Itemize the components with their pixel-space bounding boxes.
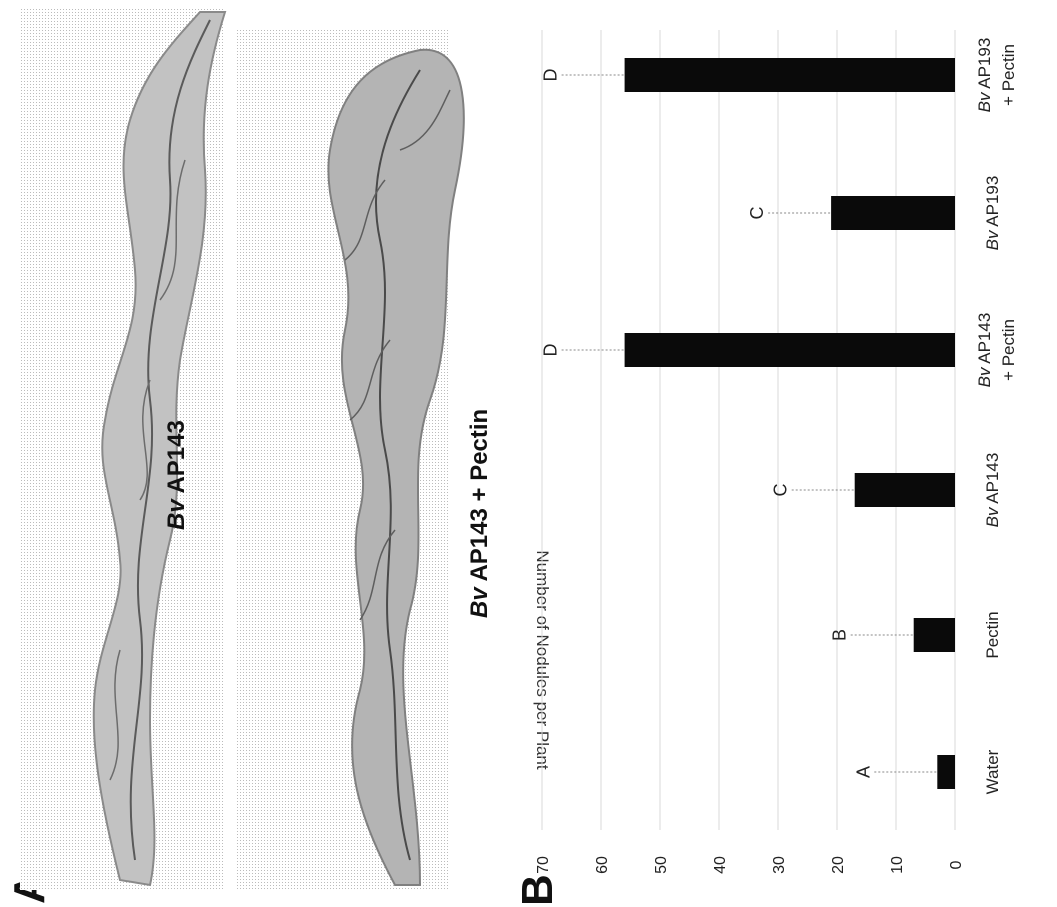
y-tick-label: 10 (889, 856, 906, 874)
y-tick-label: 40 (712, 856, 729, 874)
significance-letter: B (830, 629, 850, 641)
nodules-bar-chart: 0 10 20 30 40 50 60 70 A Water B Pectin C Bv AP143 D Bv… (535, 30, 1018, 874)
y-tick-label: 0 (948, 860, 965, 869)
bar (913, 618, 955, 652)
significance-letter: C (747, 207, 767, 220)
significance-letter: D (541, 344, 561, 357)
category-label: Water (983, 749, 1002, 794)
category-label: Bv AP193 (983, 176, 1002, 251)
category-label-line2: + Pectin (999, 319, 1018, 381)
significance-letter: A (853, 766, 873, 778)
significance-letter: D (541, 69, 561, 82)
y-tick-label: 50 (653, 856, 670, 874)
bar (854, 473, 955, 507)
photo-caption-bv-ap143-pectin: Bv AP143 + Pectin (466, 409, 493, 618)
category-label: Pectin (983, 611, 1002, 658)
y-tick-label: 70 (535, 856, 552, 874)
category-label: Bv AP143 (975, 313, 994, 388)
significance-letter: C (771, 484, 791, 497)
bar (831, 196, 955, 230)
bar (624, 333, 955, 367)
category-label-line2: + Pectin (999, 44, 1018, 106)
bar (937, 755, 955, 789)
panel-b-letter: B (513, 874, 562, 906)
bar (624, 58, 955, 92)
photo-caption-bv-ap143: Bv AP143 (163, 420, 190, 530)
root-photo-bv-ap143-pectin: Bv AP143 + Pectin (235, 30, 493, 890)
category-label: Bv AP193 (975, 38, 994, 113)
y-tick-label: 20 (830, 856, 847, 874)
y-tick-label: 60 (594, 856, 611, 874)
category-label: Bv AP143 (983, 453, 1002, 528)
root-photo-bv-ap143: Bv AP143 (20, 8, 227, 890)
y-tick-label: 30 (771, 856, 788, 874)
